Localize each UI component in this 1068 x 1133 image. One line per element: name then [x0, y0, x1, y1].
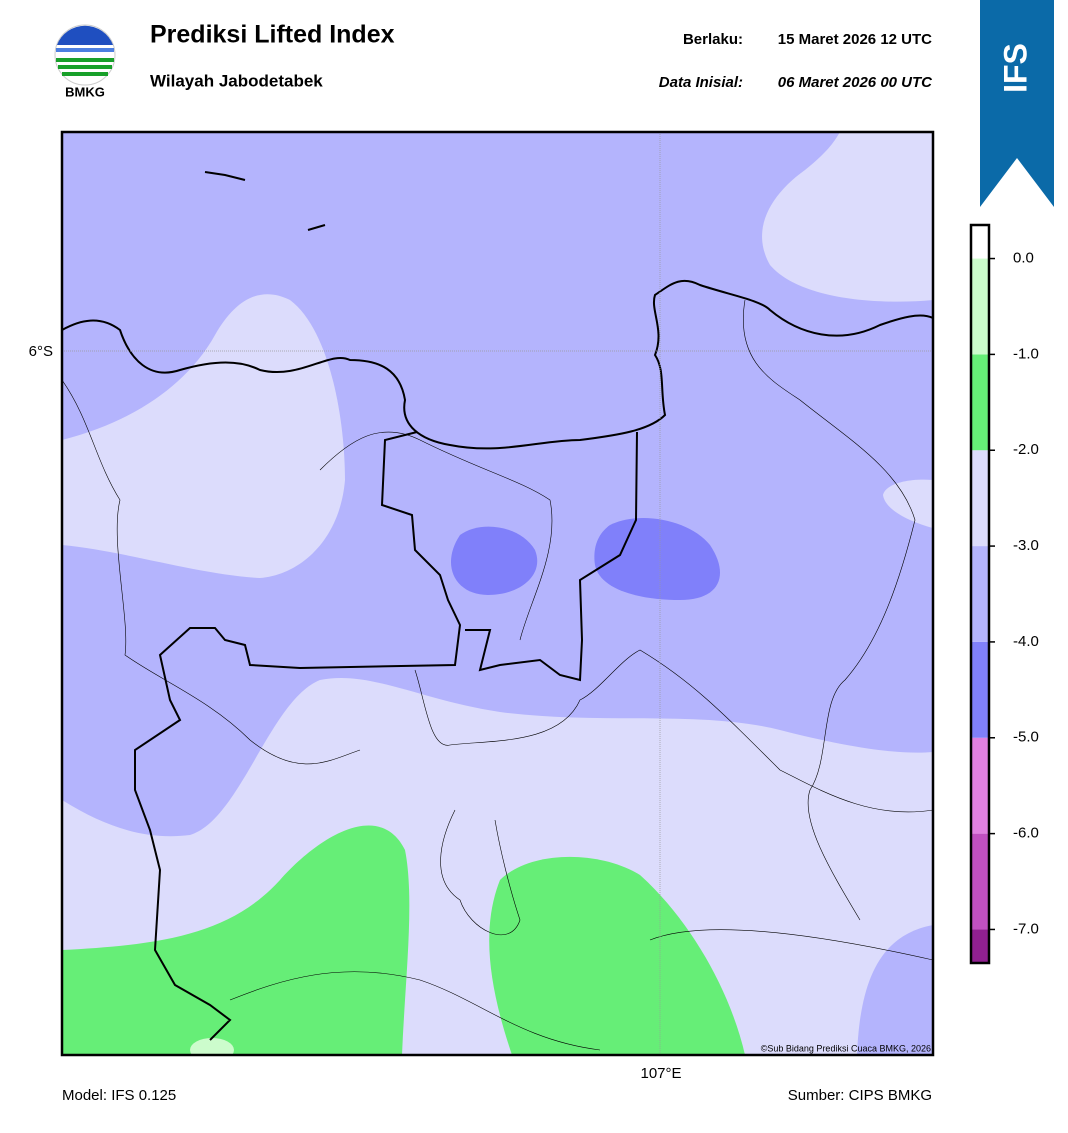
colorbar-segment — [971, 833, 989, 930]
logo-text: BMKG — [65, 84, 105, 99]
badge-text: IFS — [997, 43, 1033, 93]
colorbar: 0.0 -1.0 -2.0 -3.0 -4.0 -5.0 -6.0 -7.0 — [969, 223, 1039, 965]
lat-label: 6°S — [29, 343, 53, 360]
map — [62, 132, 933, 1055]
badge: IFS — [980, 0, 1054, 207]
init-time: 06 Maret 2026 00 UTC — [778, 74, 933, 91]
colorbar-segment — [971, 546, 989, 642]
init-label: Data Inisial: — [659, 74, 743, 91]
valid-time: 15 Maret 2026 12 UTC — [778, 31, 932, 48]
lon-label: 107°E — [640, 1065, 681, 1082]
footer-model: Model: IFS 0.125 — [62, 1087, 176, 1104]
valid-label: Berlaku: — [683, 31, 743, 48]
colorbar-frame — [969, 223, 991, 965]
colorbar-segment — [971, 225, 989, 259]
colorbar-tick-label: -3.0 — [1013, 537, 1039, 554]
colorbar-tick-label: -6.0 — [1013, 825, 1039, 842]
colorbar-tick-label: -5.0 — [1013, 729, 1039, 746]
colorbar-tick-label: -7.0 — [1013, 920, 1039, 937]
colorbar-segment — [971, 450, 989, 547]
colorbar-tick-label: -1.0 — [1013, 345, 1039, 362]
logo: BMKG — [54, 24, 116, 99]
colorbar-segment — [971, 641, 989, 738]
colorbar-segment — [971, 929, 989, 963]
colorbar-segment — [971, 737, 989, 834]
footer-source: Sumber: CIPS BMKG — [788, 1087, 932, 1104]
colorbar-tick-label: -2.0 — [1013, 441, 1039, 458]
credit: ©Sub Bidang Prediksi Cuaca BMKG, 2026 — [761, 1043, 931, 1053]
title: Prediksi Lifted Index — [150, 21, 395, 49]
colorbar-segment — [971, 258, 989, 355]
colorbar-segment — [971, 354, 989, 451]
colorbar-tick-label: -4.0 — [1013, 633, 1039, 650]
colorbar-tick-label: 0.0 — [1013, 250, 1034, 267]
subtitle: Wilayah Jabodetabek — [150, 71, 323, 90]
